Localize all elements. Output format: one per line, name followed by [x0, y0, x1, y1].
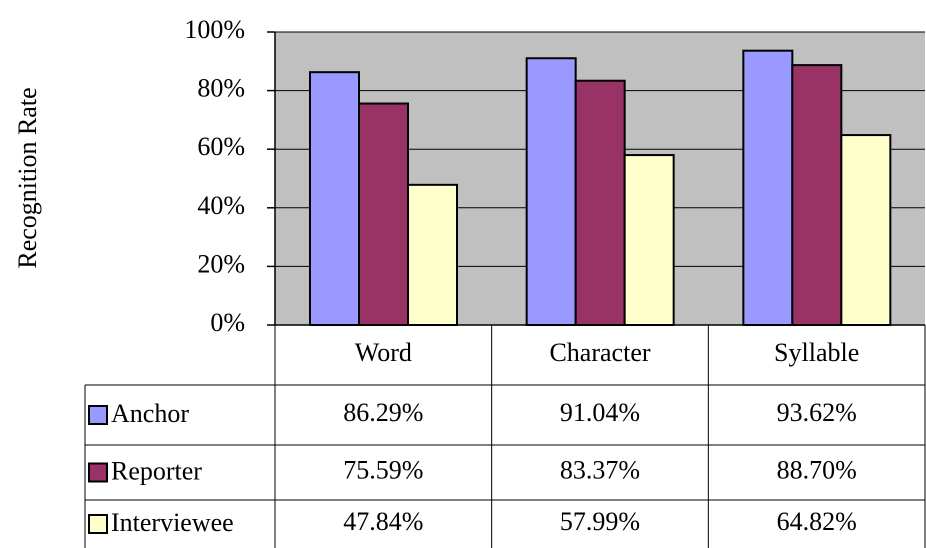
y-axis-label: Recognition Rate — [13, 87, 42, 268]
value-label: 75.59% — [343, 455, 423, 484]
legend-label: Reporter — [111, 456, 202, 485]
bar — [840, 134, 892, 326]
value-label: 47.84% — [343, 507, 423, 536]
x-tick-label: Character — [549, 338, 650, 367]
value-label: 86.29% — [343, 398, 423, 427]
x-tick-label: Word — [355, 338, 412, 367]
value-label: 88.70% — [777, 455, 857, 484]
legend-swatch — [88, 462, 108, 483]
bar — [407, 183, 458, 326]
value-label: 64.82% — [777, 507, 857, 536]
bar — [623, 154, 675, 326]
value-label: 83.37% — [560, 455, 640, 484]
legend-swatch — [88, 514, 108, 534]
legend-label: Anchor — [111, 399, 189, 428]
x-tick-label: Syllable — [774, 338, 859, 367]
legend-swatch — [88, 405, 108, 425]
y-tick-label: 0% — [210, 308, 245, 337]
y-tick-label: 60% — [197, 132, 245, 161]
bar — [791, 64, 843, 326]
bar — [309, 71, 360, 326]
y-tick-label: 20% — [197, 249, 245, 278]
y-tick-label: 80% — [197, 74, 245, 103]
bar — [574, 79, 626, 326]
bar — [358, 102, 409, 326]
y-tick-label: 100% — [184, 15, 245, 44]
bar — [525, 57, 577, 326]
y-tick-label: 40% — [197, 191, 245, 220]
bar — [742, 49, 794, 327]
value-label: 57.99% — [560, 507, 640, 536]
value-label: 91.04% — [560, 398, 640, 427]
legend-label: Interviewee — [111, 508, 234, 537]
value-label: 93.62% — [777, 398, 857, 427]
